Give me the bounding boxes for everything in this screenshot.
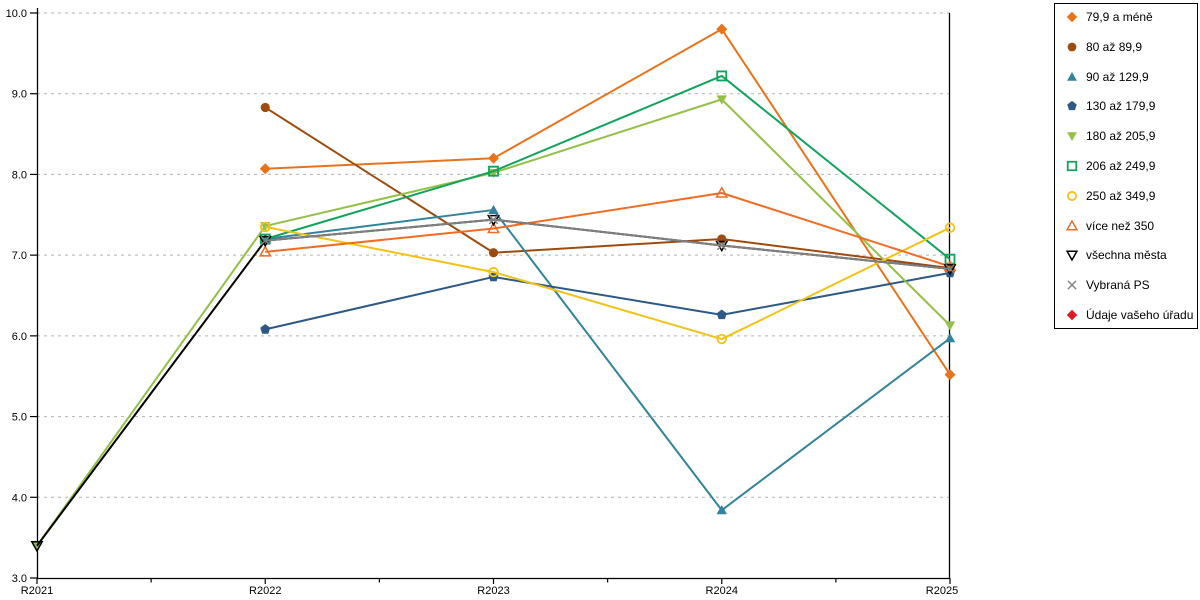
square-open-icon <box>1066 160 1078 172</box>
square-open-icon <box>488 165 499 177</box>
series-line-7 <box>265 191 951 268</box>
legend-label: 80 až 89,9 <box>1086 39 1143 54</box>
triangle-up-open-icon <box>1065 219 1079 231</box>
triangle-down-icon <box>1067 132 1077 142</box>
y-tick-label: 5.0 <box>12 412 27 424</box>
triangle-down-open-icon <box>1065 250 1079 262</box>
x-icon <box>1067 280 1077 290</box>
series-line-1 <box>264 106 951 270</box>
circle-icon <box>260 102 270 113</box>
circle-icon <box>1067 42 1077 52</box>
triangle-up-icon <box>488 204 499 214</box>
circle-open-icon <box>1067 190 1077 201</box>
legend-label: 79,9 a méně <box>1086 10 1153 24</box>
y-tick-label: 9.0 <box>12 89 27 101</box>
legend-item-8: všechna města <box>1065 248 1195 262</box>
diamond-icon <box>1066 309 1078 321</box>
legend-label: 130 až 179,9 <box>1086 99 1156 114</box>
pentagon-icon <box>1067 101 1077 111</box>
square-open-icon <box>1066 160 1078 172</box>
chart-legend: 79,9 a méně 80 až 89,9 90 až 129,9 130 až 1… <box>1054 3 1198 329</box>
x-tick-label: R2023 <box>477 585 509 597</box>
y-tick-label: 6.0 <box>12 331 27 343</box>
x-tick-label: R2024 <box>706 585 738 597</box>
diamond-icon <box>1066 11 1078 23</box>
triangle-up-icon <box>1067 71 1077 81</box>
legend-label: 206 až 249,9 <box>1086 158 1156 173</box>
triangle-down-icon <box>944 321 956 331</box>
legend-label: 180 až 205,9 <box>1086 129 1156 144</box>
y-tick-label: 3.0 <box>12 573 27 585</box>
triangle-up-icon <box>944 333 956 343</box>
triangle-up-icon <box>1067 71 1077 81</box>
series-line-5 <box>264 74 951 260</box>
square-open-icon <box>259 233 271 245</box>
triangle-down-open-icon <box>1065 250 1079 262</box>
legend-label: 90 až 129,9 <box>1086 69 1149 84</box>
legend-label: více než 350 <box>1086 218 1155 233</box>
series-line-9 <box>265 218 951 270</box>
y-tick-label: 7.0 <box>12 250 27 262</box>
x-icon <box>488 214 499 225</box>
circle-icon <box>488 248 499 258</box>
triangle-down-icon <box>1067 132 1077 142</box>
legend-label: Vybraná PS <box>1086 278 1150 293</box>
x-tick-label: R2021 <box>21 585 53 597</box>
triangle-up-open-icon <box>1065 219 1079 231</box>
x-icon <box>716 240 727 251</box>
legend-label: 250 až 349,9 <box>1086 188 1156 203</box>
legend-item-10: Údaje vašeho úřadu <box>1065 308 1195 322</box>
circle-open-icon <box>944 222 956 233</box>
triangle-down-icon <box>31 541 43 551</box>
legend-item-7: více než 350 <box>1065 219 1195 233</box>
legend-label: všechna města <box>1086 248 1167 263</box>
triangle-up-open-icon <box>258 245 272 257</box>
diamond-icon <box>716 23 728 35</box>
series-line-6 <box>265 225 951 341</box>
pentagon-icon <box>716 309 727 320</box>
square-open-icon <box>716 70 728 82</box>
diamond-icon <box>1066 11 1078 23</box>
legend-item-2: 90 až 129,9 <box>1065 70 1195 84</box>
triangle-up-icon <box>716 505 727 515</box>
series-line-3 <box>265 271 951 331</box>
diamond-icon <box>944 369 956 381</box>
x-tick-label: R2025 <box>926 585 958 597</box>
y-tick-label: 8.0 <box>12 169 27 181</box>
x-icon <box>260 235 271 246</box>
legend-item-0: 79,9 a méně <box>1065 10 1195 24</box>
legend-item-9: Vybraná PS <box>1065 278 1195 292</box>
triangle-down-open-icon <box>30 540 44 553</box>
circle-open-icon <box>716 333 727 345</box>
series-line-2 <box>265 208 951 512</box>
circle-open-icon <box>260 221 271 233</box>
square-open-icon <box>944 253 956 265</box>
x-icon <box>945 264 955 274</box>
pentagon-icon <box>1067 101 1077 111</box>
x-tick-label: R2022 <box>249 585 281 597</box>
y-tick-label: 10.0 <box>6 8 27 20</box>
x-icon <box>1067 280 1077 290</box>
pentagon-icon <box>260 324 271 334</box>
circle-open-icon <box>1067 190 1077 201</box>
circle-icon <box>1067 42 1077 52</box>
triangle-down-icon <box>716 95 727 105</box>
diamond-icon <box>488 152 499 164</box>
diamond-icon <box>259 163 271 175</box>
legend-item-4: 180 až 205,9 <box>1065 129 1195 143</box>
circle-open-icon <box>488 266 499 278</box>
triangle-up-open-icon <box>715 186 729 198</box>
legend-item-3: 130 až 179,9 <box>1065 99 1195 113</box>
y-tick-label: 4.0 <box>12 492 27 504</box>
legend-item-1: 80 až 89,9 <box>1065 40 1195 54</box>
triangle-up-open-icon <box>487 221 500 234</box>
series-line-0 <box>265 28 951 376</box>
legend-item-6: 250 až 349,9 <box>1065 189 1195 203</box>
legend-item-5: 206 až 249,9 <box>1065 159 1195 173</box>
diamond-icon <box>1066 309 1078 321</box>
legend-label: Údaje vašeho úřadu <box>1086 307 1194 322</box>
